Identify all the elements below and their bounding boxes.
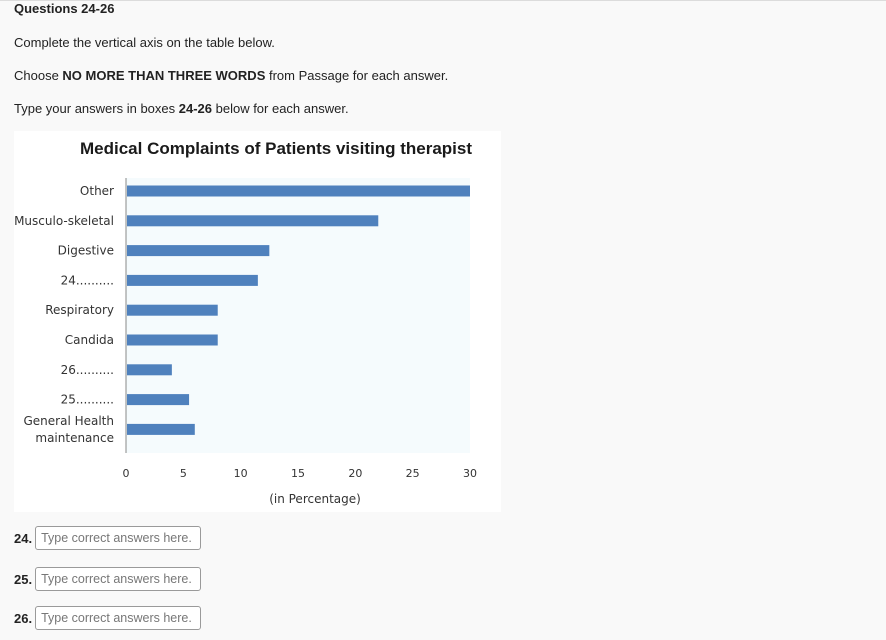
bar-1 (127, 215, 379, 227)
bar-8 (127, 423, 195, 435)
x-tick-label-4: 20 (348, 467, 362, 480)
instruction-text: Type your answers in boxes (14, 101, 179, 116)
category-label-6: 26.......... (61, 363, 114, 377)
chart-title: Medical Complaints of Patients visiting … (80, 139, 472, 158)
bar-chart: Medical Complaints of Patients visiting … (14, 131, 501, 512)
instruction-word-limit: Choose NO MORE THAN THREE WORDS from Pas… (14, 68, 448, 83)
instruction-text: from Passage for each answer. (265, 68, 449, 83)
instruction-answer-boxes: Type your answers in boxes 24-26 below f… (14, 101, 349, 116)
x-tick-label-1: 5 (180, 467, 187, 480)
answer-input-24[interactable] (35, 526, 202, 550)
bar-2 (127, 245, 270, 257)
x-tick-label-6: 30 (463, 467, 477, 480)
answer-number: 25. (14, 571, 33, 587)
answer-number: 24. (14, 530, 33, 546)
chart-svg: Medical Complaints of Patients visiting … (14, 139, 477, 506)
category-label-5: Candida (65, 333, 114, 347)
instruction-emphasis: 24-26 (178, 101, 212, 116)
category-label-3: 24.......... (61, 273, 114, 287)
answer-row-24: 24. (14, 526, 202, 550)
category-label-1: Musculo-skeletal (14, 214, 114, 228)
category-label-8-line-0: General Health (23, 414, 114, 428)
answer-row-25: 25. (14, 567, 202, 591)
bar-6 (127, 364, 172, 376)
bar-5 (127, 334, 218, 346)
bar-3 (127, 274, 258, 286)
x-tick-label-2: 10 (234, 467, 248, 480)
category-label-2: Digestive (58, 244, 114, 258)
instruction-complete-axis: Complete the vertical axis on the table … (14, 35, 275, 50)
x-tick-label-0: 0 (123, 467, 130, 480)
instruction-text: Choose (14, 68, 63, 83)
top-divider (0, 0, 886, 1)
instruction-emphasis: NO MORE THAN THREE WORDS (62, 68, 266, 83)
instruction-text: below for each answer. (212, 101, 349, 116)
category-label-8-line-1: maintenance (35, 431, 114, 445)
bar-4 (127, 304, 218, 316)
x-tick-label-5: 25 (406, 467, 420, 480)
x-axis-title: (in Percentage) (269, 492, 361, 506)
answer-number: 26. (14, 610, 33, 626)
category-label-7: 25.......... (61, 393, 114, 407)
category-label-0: Other (80, 184, 114, 198)
category-label-4: Respiratory (45, 303, 114, 317)
bar-0 (127, 185, 470, 197)
bar-7 (127, 394, 190, 406)
answer-input-26[interactable] (35, 606, 202, 630)
answer-row-26: 26. (14, 606, 202, 630)
answer-input-25[interactable] (35, 567, 202, 591)
x-tick-label-3: 15 (291, 467, 305, 480)
questions-heading: Questions 24-26 (14, 1, 115, 16)
